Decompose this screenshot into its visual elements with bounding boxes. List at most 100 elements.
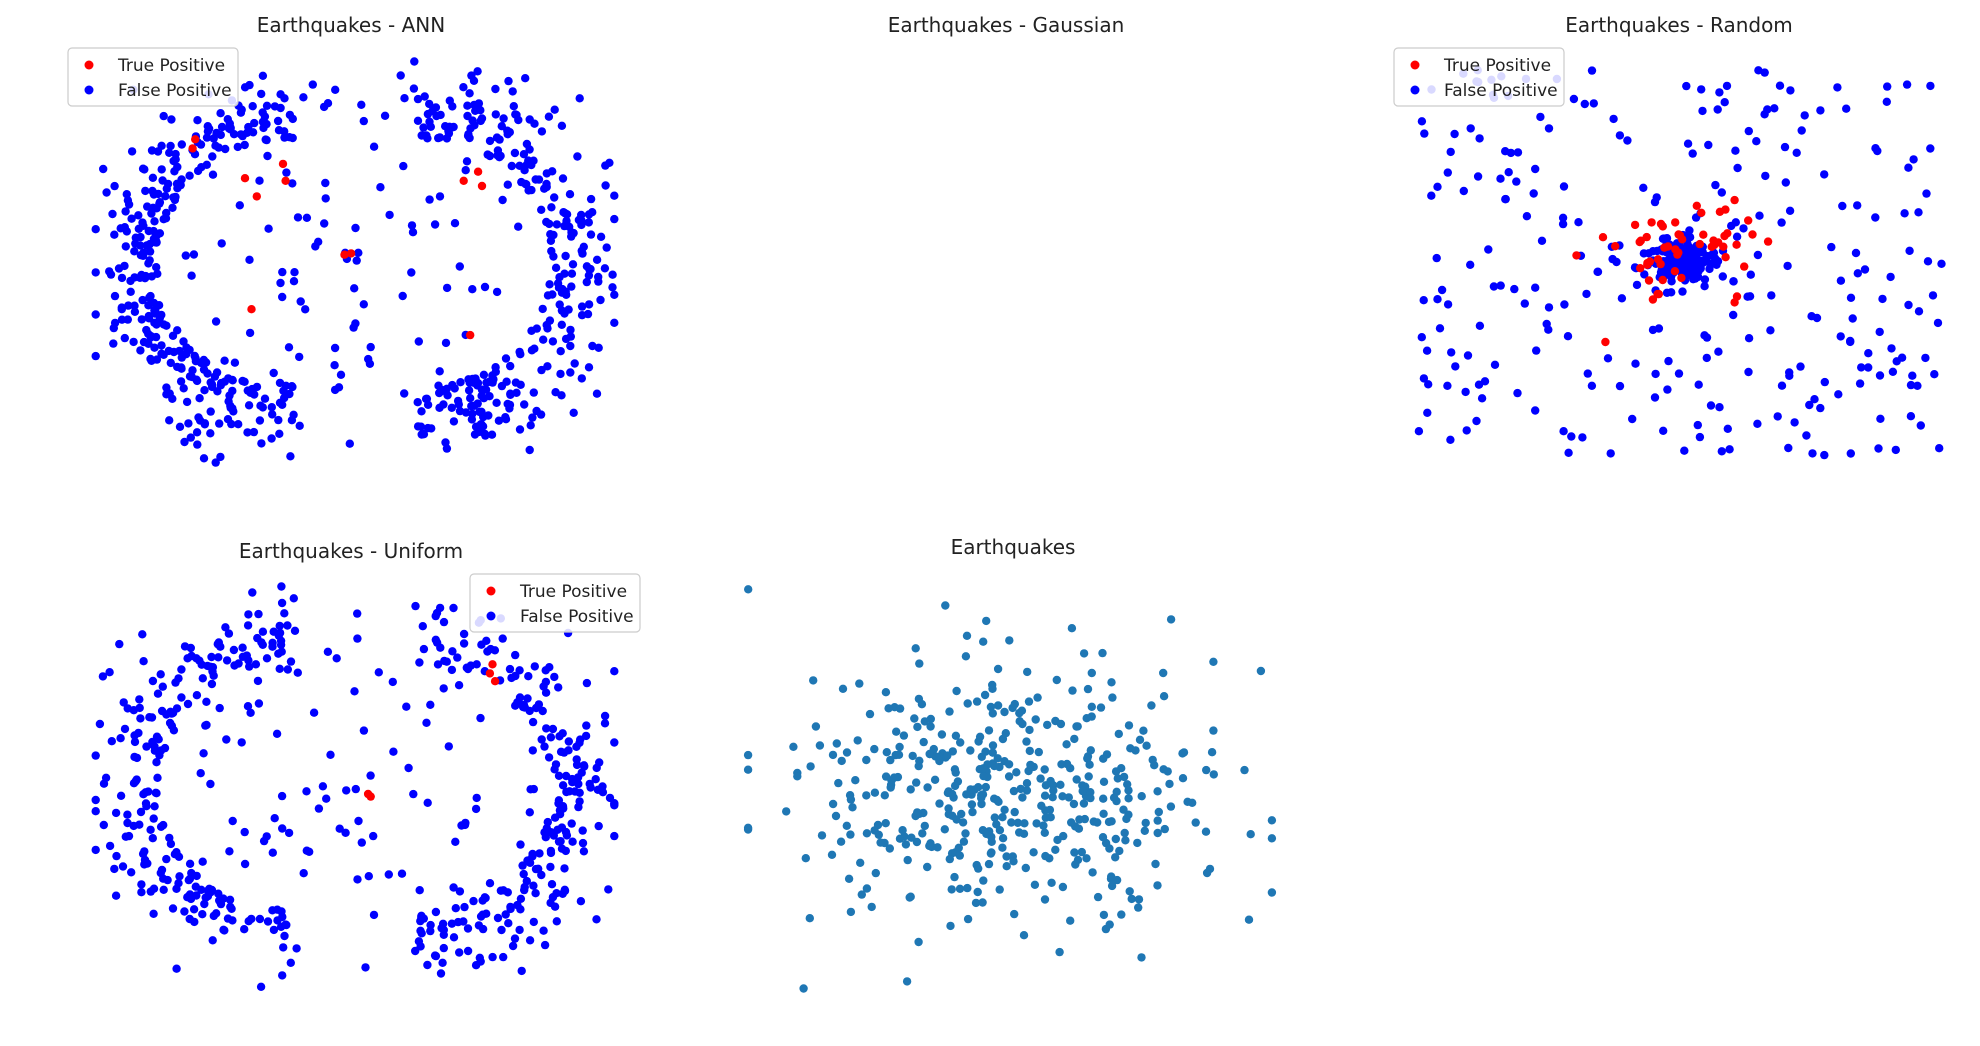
- data-point: [1052, 675, 1062, 685]
- data-point: [1744, 334, 1754, 343]
- data-point: [1031, 715, 1040, 724]
- data-point: [1209, 657, 1218, 666]
- data-point: [998, 843, 1007, 852]
- data-point: [1860, 265, 1870, 274]
- data-point: [1424, 380, 1433, 389]
- data-point: [207, 380, 217, 389]
- data-point: [159, 320, 168, 329]
- data-point: [1781, 178, 1791, 187]
- data-point: [610, 318, 619, 327]
- data-point: [1567, 432, 1576, 441]
- data-point: [130, 307, 140, 316]
- data-point: [588, 208, 597, 217]
- data-point: [252, 192, 261, 201]
- data-point: [293, 668, 302, 677]
- data-point: [554, 771, 564, 780]
- data-point: [575, 94, 584, 103]
- legend-marker-true-positive: [486, 586, 496, 596]
- data-point: [972, 697, 982, 706]
- data-point: [1785, 368, 1794, 377]
- data-point: [1531, 283, 1540, 292]
- data-point: [567, 282, 576, 291]
- data-point: [1857, 363, 1866, 372]
- data-point: [174, 879, 183, 888]
- data-point: [135, 695, 144, 704]
- legend-box: [1393, 47, 1565, 107]
- data-point: [131, 239, 140, 248]
- data-point: [121, 832, 130, 841]
- data-point: [262, 135, 271, 145]
- data-point: [380, 111, 390, 121]
- data-point: [91, 310, 100, 319]
- data-point: [1663, 385, 1672, 394]
- data-point: [148, 173, 158, 182]
- data-point: [528, 852, 537, 861]
- data-point: [499, 952, 508, 962]
- data-point: [215, 419, 224, 428]
- data-point: [1766, 326, 1775, 335]
- data-point: [456, 378, 465, 387]
- data-point: [369, 910, 379, 920]
- data-point: [1093, 818, 1102, 827]
- data-point: [459, 629, 469, 639]
- data-point: [352, 256, 361, 265]
- data-point: [275, 621, 284, 631]
- data-point: [844, 874, 854, 883]
- data-point: [346, 249, 356, 258]
- data-point: [248, 588, 257, 597]
- data-point: [274, 415, 283, 425]
- data-point: [221, 144, 230, 154]
- data-point: [532, 406, 541, 416]
- data-point: [570, 359, 579, 368]
- data-point: [1930, 370, 1939, 379]
- data-point: [168, 708, 178, 718]
- data-point: [743, 825, 753, 834]
- data-point: [1022, 667, 1032, 677]
- data-point: [284, 343, 294, 352]
- data-point: [359, 116, 368, 126]
- data-point: [1904, 163, 1913, 172]
- data-point: [461, 818, 470, 828]
- data-point: [1698, 106, 1707, 116]
- data-point: [1510, 284, 1519, 294]
- data-point: [1034, 747, 1044, 757]
- data-point: [229, 645, 239, 655]
- data-point: [299, 869, 308, 878]
- data-point: [497, 381, 507, 391]
- data-point: [369, 831, 378, 841]
- data-point: [341, 828, 350, 837]
- data-point: [862, 791, 871, 800]
- data-point: [245, 328, 255, 338]
- data-point: [105, 841, 115, 851]
- data-point: [243, 702, 253, 711]
- data-point: [188, 144, 197, 153]
- data-point: [519, 869, 528, 879]
- data-point: [1871, 144, 1880, 153]
- data-point: [925, 749, 934, 759]
- data-point: [1018, 793, 1027, 802]
- data-point: [1695, 432, 1705, 442]
- data-point: [1715, 207, 1725, 216]
- data-point: [558, 174, 568, 183]
- data-point: [278, 971, 287, 980]
- data-point: [263, 917, 273, 926]
- data-point: [550, 902, 560, 911]
- data-point: [477, 640, 486, 649]
- data-point: [320, 219, 329, 228]
- data-point: [206, 779, 215, 789]
- data-point: [1761, 171, 1770, 181]
- data-point: [155, 199, 164, 208]
- data-point: [503, 888, 512, 897]
- data-point: [192, 375, 201, 384]
- data-point: [577, 302, 587, 311]
- data-point: [514, 222, 523, 231]
- data-point: [501, 413, 510, 422]
- data-point: [594, 343, 603, 352]
- data-point: [468, 374, 477, 384]
- data-point: [1015, 717, 1024, 726]
- data-point: [946, 921, 955, 931]
- data-point: [509, 102, 518, 111]
- data-point: [890, 773, 899, 782]
- data-point: [1674, 248, 1683, 257]
- data-point: [935, 799, 944, 808]
